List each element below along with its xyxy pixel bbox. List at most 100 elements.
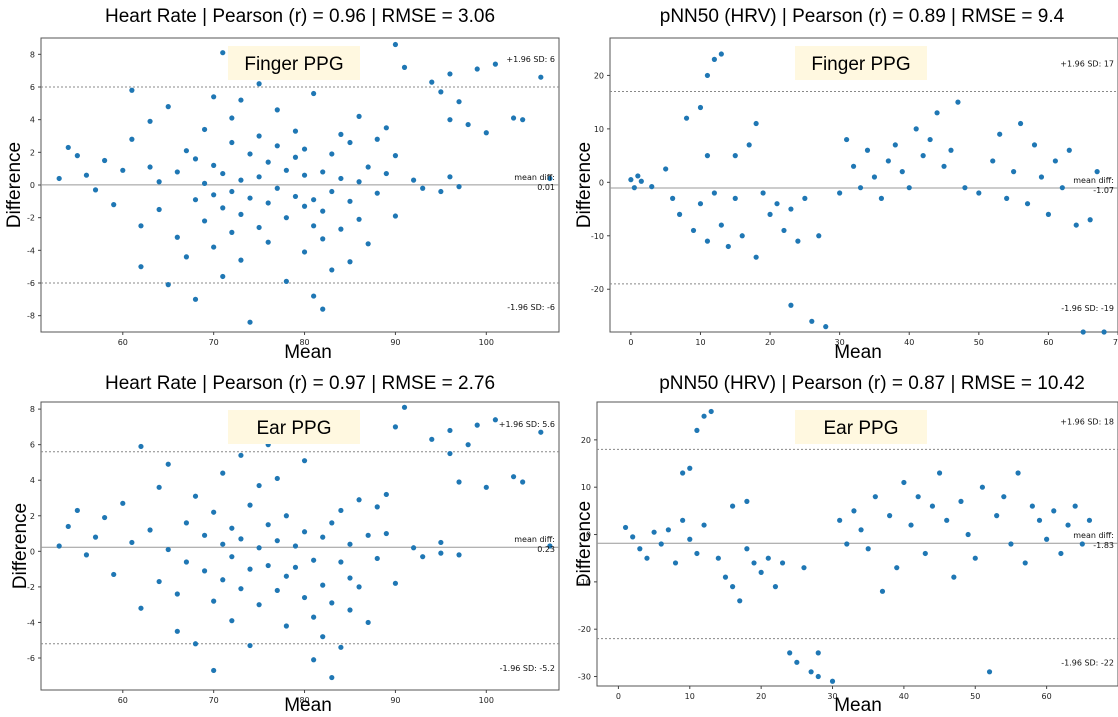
device-badge-label: Ear PPG [824,418,899,439]
data-point [220,50,226,56]
data-point [718,51,724,57]
lower-limit-annotation: -1.96 SD: -19 [1061,304,1114,313]
data-point [878,195,884,201]
data-point [283,215,289,221]
y-tick-label: 8 [30,405,35,414]
data-point [283,573,289,579]
data-point [844,541,850,547]
data-point [474,66,480,72]
y-tick-label: 0 [586,531,591,540]
y-tick-label: 0 [599,178,604,187]
data-point [739,233,745,239]
data-point [301,146,308,152]
data-point [129,136,135,142]
data-point [347,607,353,613]
data-point [744,546,750,552]
data-point [311,293,317,299]
x-tick-label: 60 [1043,338,1053,347]
mean-diff-value: -1.83 [1093,541,1114,550]
data-point [256,81,262,87]
mean-diff-label: mean diff: [1073,531,1114,540]
x-tick-label: 20 [756,692,766,701]
data-point [356,497,362,503]
data-point [92,534,99,540]
data-point [274,143,280,149]
data-point [837,190,843,196]
x-tick-label: 50 [970,692,980,701]
data-point [704,72,711,79]
y-tick-label: 0 [30,547,35,556]
data-point [1094,169,1100,175]
data-point [1001,494,1007,500]
x-tick-label: 60 [1042,692,1052,701]
data-point [1051,508,1057,514]
data-point [120,500,126,506]
data-points [56,404,553,681]
data-point [772,584,779,590]
data-point [483,484,489,490]
x-tick-label: 40 [899,692,909,701]
mean-diff-value: 0.01 [537,183,555,192]
data-point [256,602,262,608]
data-point [837,517,843,523]
data-point [220,170,226,177]
data-point [165,546,171,553]
data-point [311,223,317,229]
y-tick-label: 4 [30,116,35,125]
data-point [429,436,435,442]
data-point [165,461,171,467]
data-point [165,282,171,288]
data-point [274,538,280,544]
lower-limit-annotation: -1.96 SD: -22 [1061,659,1114,668]
data-point [365,164,371,170]
data-point [292,128,299,134]
data-point [247,642,253,649]
data-point [274,107,280,113]
data-point [622,524,629,531]
data-point [247,151,253,157]
data-point [211,598,217,604]
data-point [929,503,936,509]
data-point [538,429,544,435]
x-tick-label: 70 [209,338,219,347]
data-point [986,669,993,675]
x-tick-label: 60 [118,338,128,347]
data-point [365,532,371,538]
y-axis-label: Difference [4,142,25,228]
x-tick-label: 30 [827,692,837,701]
data-point [147,118,153,124]
data-point [788,206,794,212]
data-point [456,552,462,558]
data-point [320,534,326,540]
data-point [725,243,731,250]
data-point [1038,174,1045,180]
data-point [665,527,671,533]
data-point [913,126,919,132]
data-point [920,153,926,159]
data-point [102,157,108,164]
data-point [347,259,353,265]
data-point [147,527,153,533]
data-point [392,41,399,48]
data-point [120,167,126,173]
data-point [787,650,793,656]
data-point [211,192,217,198]
data-point [229,618,235,624]
data-point [885,158,891,164]
data-point [936,470,943,476]
y-tick-label: -10 [578,578,591,587]
data-point [292,543,299,549]
upper-limit-annotation: +1.96 SD: 17 [1060,59,1114,68]
mean-diff-value: 0.23 [537,545,555,554]
data-point [92,187,99,193]
data-point [229,554,235,560]
data-point [922,550,928,557]
data-point [637,546,643,552]
data-point [941,163,947,169]
data-point [247,195,253,201]
data-point [795,238,801,244]
data-point [1045,211,1052,217]
data-point [510,115,517,121]
data-point [788,302,794,308]
data-point [338,175,344,182]
